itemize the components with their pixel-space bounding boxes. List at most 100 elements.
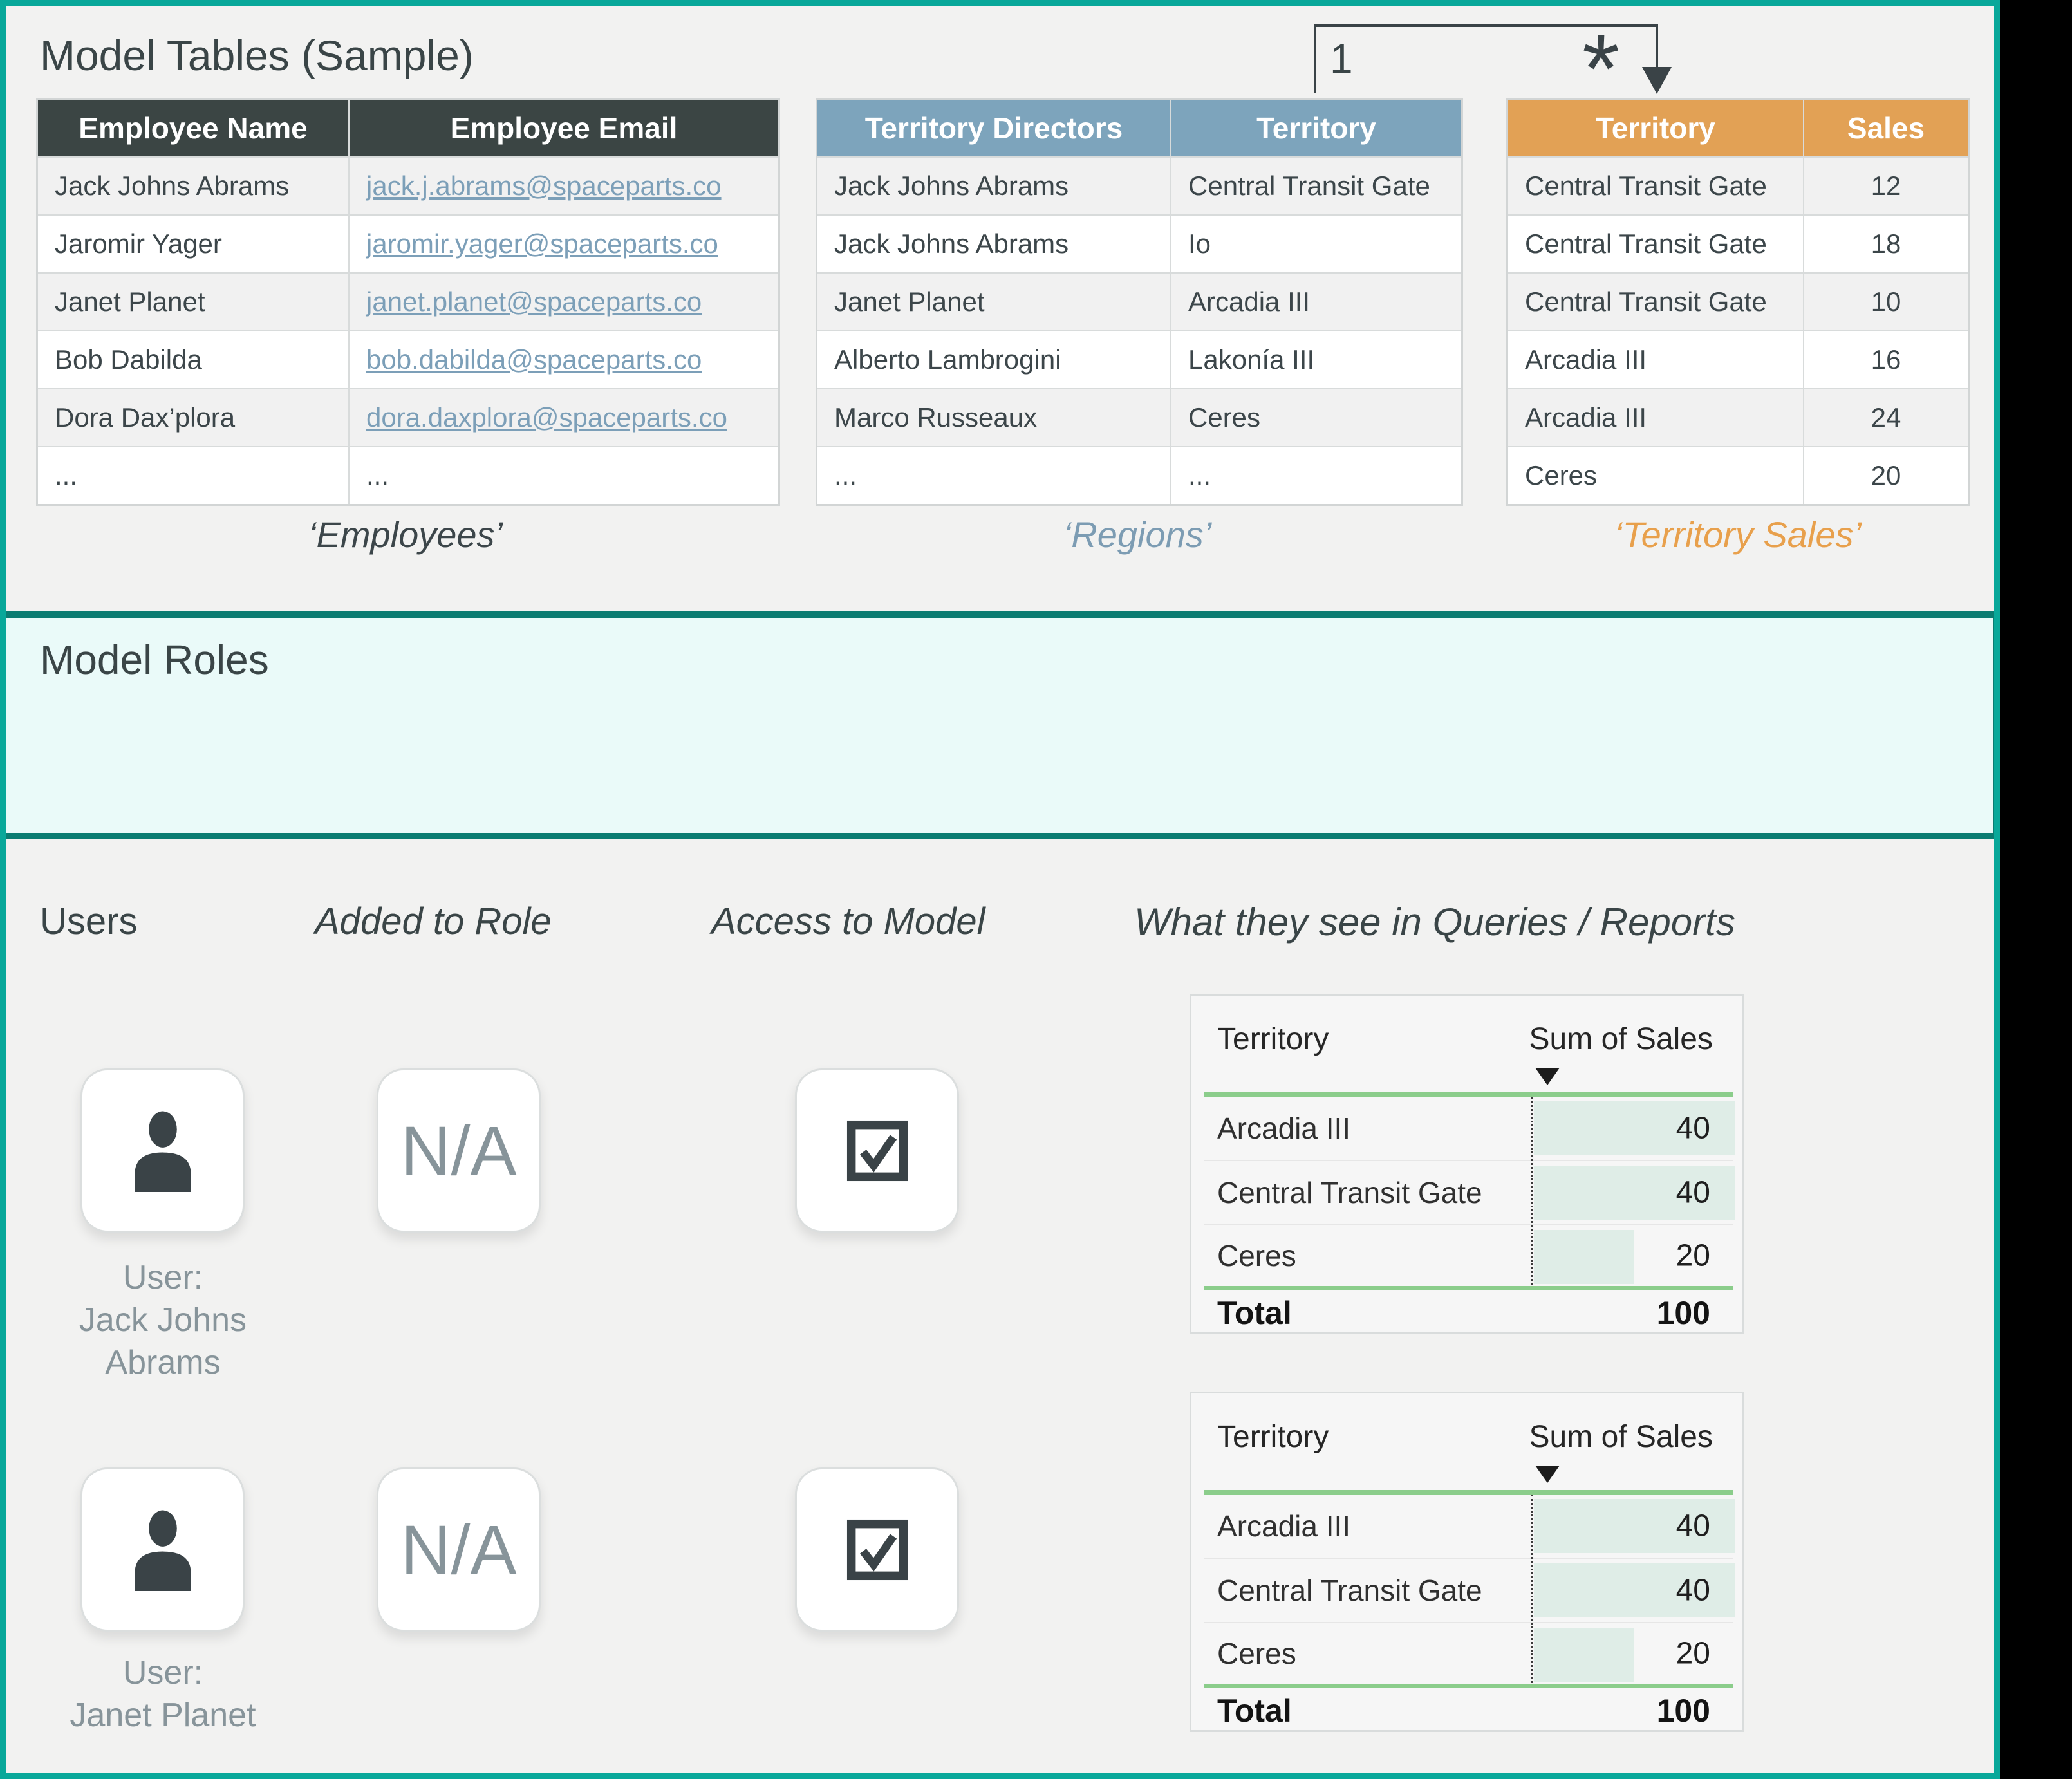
column-title-access-to-model: Access to Model bbox=[711, 900, 985, 942]
table-row: Central Transit Gate 12 bbox=[1508, 156, 1968, 214]
employee-email-link[interactable]: janet.planet@spaceparts.co bbox=[348, 274, 778, 330]
employee-name-cell: Bob Dabilda bbox=[55, 344, 202, 375]
sales-cell: 16 bbox=[1803, 331, 1968, 388]
report-territory: Central Transit Gate bbox=[1217, 1176, 1482, 1209]
report-column-header-territory: Territory bbox=[1217, 1022, 1329, 1056]
ellipsis-cell: ... bbox=[348, 447, 778, 504]
director-cell: Jack Johns Abrams bbox=[834, 228, 1069, 259]
sort-descending-icon bbox=[1535, 1466, 1560, 1483]
relationship-cardinality-one: 1 bbox=[1330, 35, 1353, 82]
report-total-label: Total bbox=[1217, 1693, 1292, 1729]
table-row: Jaromir Yager jaromir.yager@spaceparts.c… bbox=[38, 214, 778, 272]
checked-checkbox-icon bbox=[846, 1519, 908, 1580]
report-territory: Arcadia III bbox=[1217, 1509, 1351, 1543]
report-value: 20 bbox=[1675, 1636, 1710, 1671]
report-row-separator bbox=[1204, 1558, 1733, 1559]
report-column-divider bbox=[1531, 1097, 1533, 1285]
data-bar bbox=[1534, 1563, 1735, 1617]
report-territory: Central Transit Gate bbox=[1217, 1574, 1482, 1607]
data-bar bbox=[1534, 1628, 1634, 1682]
table-row: Bob Dabilda bob.dabilda@spaceparts.co bbox=[38, 330, 778, 388]
report-row: Central Transit Gate 40 bbox=[1191, 1559, 1742, 1622]
report-column-divider bbox=[1531, 1495, 1533, 1683]
employee-email-link[interactable]: jack.j.abrams@spaceparts.co bbox=[348, 158, 778, 214]
infographic-canvas: Model Tables (Sample) Employee Name Empl… bbox=[0, 0, 2000, 1779]
user-label-line: User: bbox=[122, 1259, 203, 1296]
section-title-model-roles: Model Roles bbox=[40, 637, 269, 683]
access-to-model-card bbox=[795, 1068, 959, 1233]
employees-table: Employee Name Employee Email Jack Johns … bbox=[36, 98, 780, 506]
model-roles-band bbox=[0, 611, 2000, 839]
report-row: Ceres 20 bbox=[1191, 1225, 1742, 1286]
employee-email-link[interactable]: jaromir.yager@spaceparts.co bbox=[348, 216, 778, 272]
person-icon bbox=[134, 1111, 191, 1192]
territory-cell: Central Transit Gate bbox=[1525, 286, 1767, 317]
territory-sales-table-header: Territory Sales bbox=[1508, 100, 1968, 156]
territory-cell: Arcadia III bbox=[1525, 402, 1647, 433]
table-row: Ceres 20 bbox=[1508, 446, 1968, 504]
report-row: Arcadia III 40 bbox=[1191, 1495, 1742, 1558]
report-divider bbox=[1204, 1684, 1733, 1688]
territory-sales-table: Territory Sales Central Transit Gate 12 … bbox=[1506, 98, 1970, 506]
table-row: Arcadia III 24 bbox=[1508, 388, 1968, 446]
report-territory: Ceres bbox=[1217, 1637, 1296, 1670]
column-header: Employee Name bbox=[79, 111, 308, 145]
report-column-header-territory: Territory bbox=[1217, 1420, 1329, 1454]
sales-cell: 10 bbox=[1803, 274, 1968, 330]
territory-cell: Lakonía III bbox=[1170, 331, 1461, 388]
employee-email-link[interactable]: dora.daxplora@spaceparts.co bbox=[348, 389, 778, 446]
report-divider bbox=[1204, 1286, 1733, 1290]
employee-email-link[interactable]: bob.dabilda@spaceparts.co bbox=[348, 331, 778, 388]
section-title-model-tables: Model Tables (Sample) bbox=[40, 32, 474, 79]
employee-name-cell: Jack Johns Abrams bbox=[55, 171, 290, 201]
access-to-model-card bbox=[795, 1467, 959, 1632]
regions-table: Territory Directors Territory Jack Johns… bbox=[816, 98, 1463, 506]
report-total-value: 100 bbox=[1656, 1295, 1710, 1331]
added-to-role-card: N/A bbox=[377, 1467, 541, 1632]
report-row: Ceres 20 bbox=[1191, 1623, 1742, 1684]
director-cell: Jack Johns Abrams bbox=[834, 171, 1069, 201]
data-bar bbox=[1534, 1166, 1735, 1220]
sort-descending-icon bbox=[1535, 1068, 1560, 1085]
added-to-role-card: N/A bbox=[377, 1068, 541, 1233]
report-row-separator bbox=[1204, 1224, 1733, 1225]
user-card bbox=[80, 1068, 245, 1233]
director-cell: Marco Russeaux bbox=[834, 402, 1038, 433]
column-header: Territory Directors bbox=[864, 111, 1123, 145]
report-divider bbox=[1204, 1092, 1733, 1097]
report-row: Central Transit Gate 40 bbox=[1191, 1161, 1742, 1224]
caption-territory-sales: ‘Territory Sales’ bbox=[1614, 514, 1862, 555]
column-title-reports: What they see in Queries / Reports bbox=[1134, 900, 1735, 944]
report-value: 40 bbox=[1675, 1509, 1710, 1543]
report-territory: Arcadia III bbox=[1217, 1112, 1351, 1145]
caption-employees: ‘Employees’ bbox=[308, 514, 503, 555]
column-header: Territory bbox=[1170, 100, 1461, 156]
column-header: Sales bbox=[1803, 100, 1968, 156]
employee-name-cell: Janet Planet bbox=[55, 286, 205, 317]
report-value: 20 bbox=[1675, 1238, 1710, 1273]
report-territory: Ceres bbox=[1217, 1239, 1296, 1272]
table-row: Jack Johns Abrams Io bbox=[817, 214, 1461, 272]
na-label: N/A bbox=[400, 1112, 517, 1189]
report-column-header-sum-of-sales: Sum of Sales bbox=[1529, 1022, 1713, 1056]
user-card bbox=[80, 1467, 245, 1632]
table-row: Dora Dax’plora dora.daxplora@spaceparts.… bbox=[38, 388, 778, 446]
table-row: Arcadia III 16 bbox=[1508, 330, 1968, 388]
ellipsis-cell: ... bbox=[1170, 447, 1461, 504]
column-title-users: Users bbox=[40, 900, 138, 942]
user-label: User: Janet Planet bbox=[0, 1652, 326, 1737]
relationship-line bbox=[1656, 24, 1658, 70]
user-label-line: Janet Planet bbox=[70, 1697, 256, 1734]
user-label-line: Jack Johns bbox=[79, 1301, 247, 1339]
data-bar bbox=[1534, 1101, 1735, 1155]
territory-cell: Ceres bbox=[1170, 389, 1461, 446]
report-column-header-sum-of-sales: Sum of Sales bbox=[1529, 1420, 1713, 1454]
person-icon bbox=[134, 1510, 191, 1591]
territory-cell: Arcadia III bbox=[1170, 274, 1461, 330]
relationship-cardinality-many: * bbox=[1582, 14, 1620, 122]
table-row-ellipsis: ... ... bbox=[38, 446, 778, 504]
territory-cell: Central Transit Gate bbox=[1525, 171, 1767, 201]
sales-cell: 24 bbox=[1803, 389, 1968, 446]
report-total-label: Total bbox=[1217, 1295, 1292, 1331]
data-bar bbox=[1534, 1499, 1735, 1553]
